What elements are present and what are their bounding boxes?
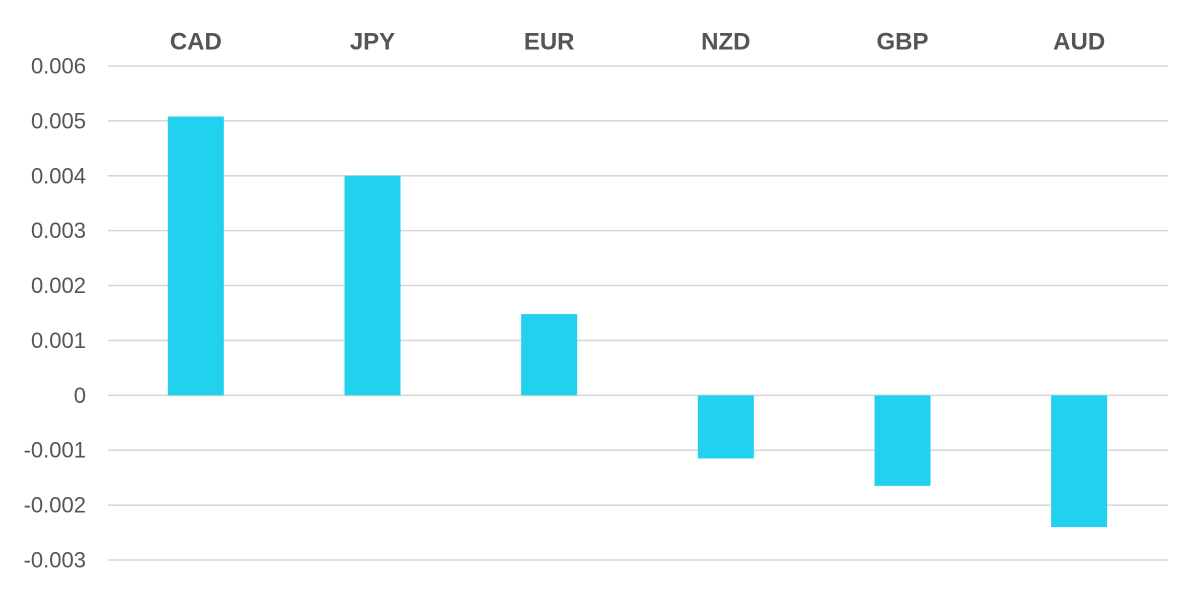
category-label-cad: CAD bbox=[170, 29, 222, 56]
category-label-eur: EUR bbox=[524, 29, 575, 56]
y-tick-label: 0.003 bbox=[31, 218, 86, 243]
y-tick-label: -0.002 bbox=[24, 493, 86, 518]
y-tick-label: 0.002 bbox=[31, 273, 86, 298]
y-axis-tick-labels: 0.006 0.005 0.004 0.003 0.002 0.001 0 -0.001 -0.… bbox=[24, 54, 86, 573]
category-label-gbp: GBP bbox=[876, 29, 928, 56]
bar-cad bbox=[167, 116, 224, 396]
bars bbox=[167, 116, 1108, 528]
bar-eur bbox=[521, 314, 578, 396]
category-label-nzd: NZD bbox=[701, 29, 750, 56]
y-tick-label: 0.004 bbox=[31, 163, 86, 188]
category-label-aud: AUD bbox=[1053, 29, 1105, 56]
y-tick-label: 0.005 bbox=[31, 108, 86, 133]
y-tick-label: -0.001 bbox=[24, 438, 86, 463]
bar-jpy bbox=[344, 175, 401, 396]
bar-nzd bbox=[697, 395, 754, 459]
y-tick-label: 0.006 bbox=[31, 54, 86, 79]
y-tick-label: -0.003 bbox=[24, 548, 86, 573]
category-label-jpy: JPY bbox=[350, 29, 395, 56]
bar-aud bbox=[1051, 395, 1108, 528]
category-labels: CAD JPY EUR NZD GBP AUD bbox=[170, 29, 1105, 56]
y-tick-label: 0.001 bbox=[31, 328, 86, 353]
y-tick-label: 0 bbox=[74, 383, 86, 408]
bar-gbp bbox=[874, 395, 931, 486]
gridlines bbox=[108, 65, 1168, 561]
